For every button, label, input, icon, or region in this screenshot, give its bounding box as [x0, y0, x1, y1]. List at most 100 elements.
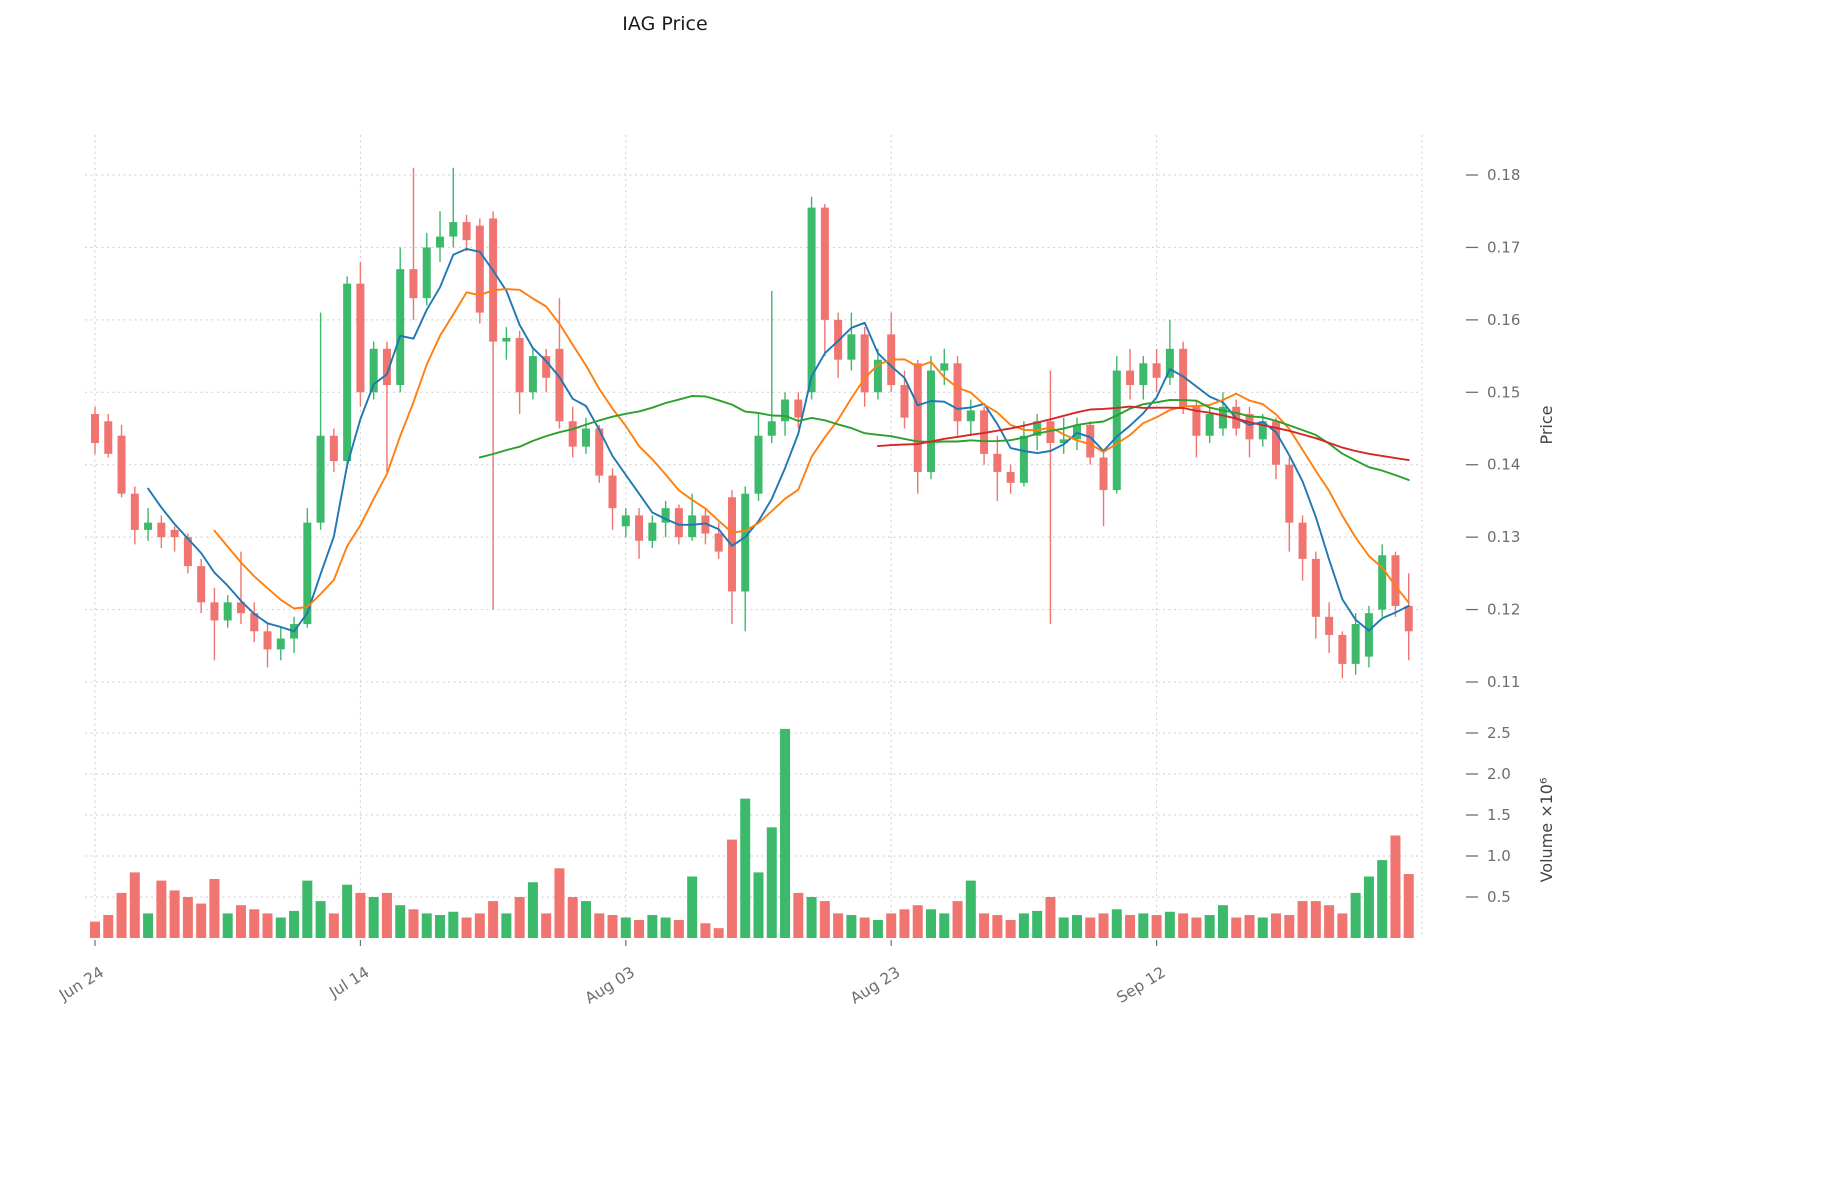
volume-bar: [766, 827, 777, 938]
volume-bar: [1244, 915, 1255, 938]
volume-bar: [1390, 835, 1401, 938]
candle-body: [820, 207, 829, 320]
volume-bar: [209, 878, 220, 938]
volume-bar: [488, 901, 499, 938]
volume-bar: [1045, 897, 1056, 938]
candle-body: [117, 435, 126, 494]
candle-body: [1325, 616, 1334, 635]
candle-body: [568, 421, 577, 447]
candle-body: [210, 602, 219, 621]
candle-body: [595, 428, 604, 476]
candle-body: [767, 421, 776, 436]
volume-bar: [660, 917, 671, 938]
volume-tick-label: 2.5: [1487, 724, 1511, 742]
volume-bar: [249, 909, 260, 938]
volume-bar: [222, 913, 233, 938]
candle-body: [1285, 464, 1294, 523]
candle-body: [900, 385, 909, 418]
volume-bar: [1178, 913, 1189, 938]
volume-bar: [129, 872, 140, 938]
volume-bar: [182, 897, 193, 938]
volume-bar: [740, 798, 751, 938]
ma-line-60: [876, 405, 1410, 462]
candle-body: [316, 435, 325, 523]
candle-body: [1218, 406, 1227, 429]
ma-line-30: [478, 395, 1410, 481]
candle-body: [807, 207, 816, 393]
volume-bar: [1058, 917, 1069, 938]
candle-body: [1059, 439, 1068, 443]
candle-body: [1298, 522, 1307, 559]
volume-bar: [687, 876, 698, 938]
candle-body: [170, 529, 179, 538]
volume-bar: [421, 913, 432, 938]
volume-bar: [474, 913, 485, 938]
candle-body: [927, 370, 936, 472]
candle-body: [382, 348, 391, 386]
candle-body: [1378, 555, 1387, 610]
volume-bar: [1350, 892, 1361, 938]
volume-bar: [368, 897, 379, 938]
candle-body: [674, 508, 683, 538]
candle-body: [263, 631, 272, 650]
candle-body: [555, 348, 564, 422]
candle-body: [1179, 348, 1188, 407]
candle-body: [940, 363, 949, 371]
candle-body: [873, 359, 882, 393]
volume-bar: [1085, 917, 1096, 938]
volume-bar: [1297, 901, 1308, 938]
volume-bar: [527, 882, 538, 938]
volume-bar: [196, 903, 207, 938]
candle-body: [661, 508, 670, 523]
candle-body: [781, 399, 790, 422]
volume-bar: [1310, 901, 1321, 938]
volume-bar: [780, 728, 791, 938]
candle-body: [515, 337, 524, 393]
candle-body: [1272, 421, 1281, 465]
volume-bar: [726, 839, 737, 938]
volume-bar: [607, 915, 618, 938]
candle-body: [303, 522, 312, 625]
price-axis-label: Price: [1537, 405, 1556, 444]
ma-line-5: [147, 247, 1410, 633]
candle-body: [1404, 605, 1413, 632]
candle-body: [1364, 613, 1373, 657]
candle-body: [1192, 406, 1201, 436]
volume-bar: [116, 892, 127, 938]
candle-body: [688, 515, 697, 538]
candle-body: [329, 435, 338, 462]
candle-body: [635, 515, 644, 541]
volume-bar: [103, 915, 114, 938]
volume-bar: [1164, 911, 1175, 938]
volume-bar: [859, 917, 870, 938]
candle-body: [648, 522, 657, 541]
price-tick-label: 0.12: [1487, 601, 1520, 619]
candle-body: [144, 522, 153, 530]
volume-bar: [262, 913, 273, 938]
volume-bar: [965, 880, 976, 938]
volume-bar: [1284, 915, 1295, 938]
gridlines: [85, 135, 1423, 938]
candle-body: [236, 602, 245, 614]
volume-bar: [1111, 909, 1122, 938]
volume-bar: [461, 917, 472, 938]
candle-body: [1099, 457, 1108, 491]
price-tick-label: 0.17: [1487, 238, 1520, 256]
candle-body: [422, 247, 431, 299]
volume-bar: [939, 913, 950, 938]
volume-bar: [1231, 917, 1242, 938]
volume-bar: [700, 923, 711, 938]
volume-bar: [541, 913, 552, 938]
volume-bar: [501, 913, 512, 938]
volume-tick-label: 1.5: [1487, 806, 1511, 824]
price-tick-label: 0.13: [1487, 528, 1520, 546]
volume-bar: [289, 910, 300, 938]
volume-bar: [753, 872, 764, 938]
volume-axis-label: Volume ×10⁶: [1537, 778, 1556, 883]
candle-body: [1033, 421, 1042, 436]
candle-body: [104, 421, 113, 454]
volume-bar: [1363, 876, 1374, 938]
candle-body: [356, 283, 365, 393]
volume-bar: [1337, 913, 1348, 938]
